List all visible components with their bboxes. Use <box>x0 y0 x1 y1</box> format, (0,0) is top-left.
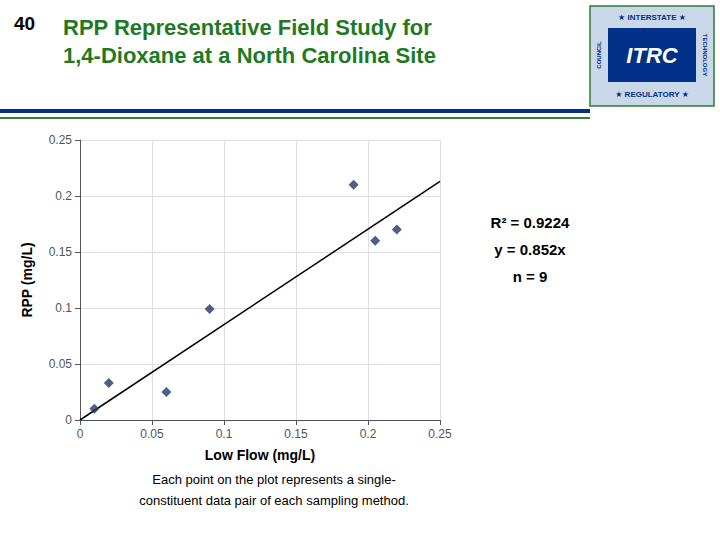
svg-text:Each point on the plot represe: Each point on the plot represents a sing… <box>152 472 396 487</box>
svg-text:0: 0 <box>65 413 72 427</box>
svg-text:0.15: 0.15 <box>49 245 73 259</box>
svg-text:0.05: 0.05 <box>49 357 73 371</box>
svg-text:Low Flow (mg/L): Low Flow (mg/L) <box>205 447 315 463</box>
svg-text:0.2: 0.2 <box>55 189 72 203</box>
svg-text:ITRC: ITRC <box>626 43 678 68</box>
svg-text:constituent data pair of each: constituent data pair of each sampling m… <box>139 493 409 508</box>
svg-text:0.15: 0.15 <box>284 427 308 441</box>
svg-text:n = 9: n = 9 <box>513 268 548 285</box>
svg-text:y = 0.852x: y = 0.852x <box>494 241 566 258</box>
svg-text:COUNCIL: COUNCIL <box>596 41 602 69</box>
svg-text:0.25: 0.25 <box>428 427 452 441</box>
svg-text:0: 0 <box>77 427 84 441</box>
svg-text:TECHNOLOGY: TECHNOLOGY <box>702 34 708 76</box>
svg-text:40: 40 <box>14 13 35 34</box>
svg-text:★ INTERSTATE ★: ★ INTERSTATE ★ <box>618 13 686 22</box>
svg-text:RPP (mg/L): RPP (mg/L) <box>19 242 35 317</box>
svg-text:1,4-Dioxane at a North Carolin: 1,4-Dioxane at a North Carolina Site <box>63 43 436 68</box>
svg-text:0.25: 0.25 <box>49 133 73 147</box>
svg-text:★ REGULATORY ★: ★ REGULATORY ★ <box>615 90 689 99</box>
svg-text:0.1: 0.1 <box>55 301 72 315</box>
svg-text:0.05: 0.05 <box>140 427 164 441</box>
svg-text:RPP Representative Field Study: RPP Representative Field Study for <box>63 15 432 40</box>
svg-text:0.2: 0.2 <box>360 427 377 441</box>
svg-text:R² = 0.9224: R² = 0.9224 <box>491 214 570 231</box>
svg-text:0.1: 0.1 <box>216 427 233 441</box>
